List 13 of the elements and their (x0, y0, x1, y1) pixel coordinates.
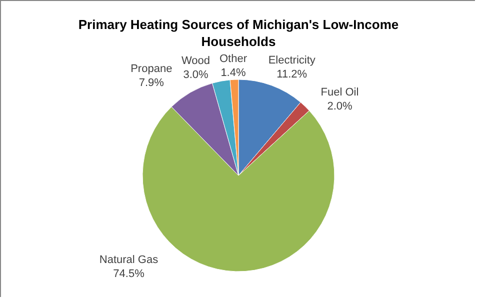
data-label: 7.9% (138, 77, 164, 90)
slice-label: Fuel Oil (320, 86, 359, 99)
chart-title: Primary Heating Sources of Michigan's Low-Income Households (78, 17, 399, 49)
slice-label: Propane (130, 63, 172, 76)
slice-label: Other (219, 53, 248, 66)
data-label: 74.5% (113, 268, 145, 280)
slice-label: Electricity (268, 54, 316, 66)
data-label: 2.0% (327, 100, 352, 113)
slice-label: Natural Gas (99, 254, 159, 266)
slice-label: Wood (181, 54, 210, 67)
data-label: 11.2% (276, 68, 308, 80)
data-label: 1.4% (220, 67, 246, 80)
data-label: 3.0% (183, 68, 209, 81)
